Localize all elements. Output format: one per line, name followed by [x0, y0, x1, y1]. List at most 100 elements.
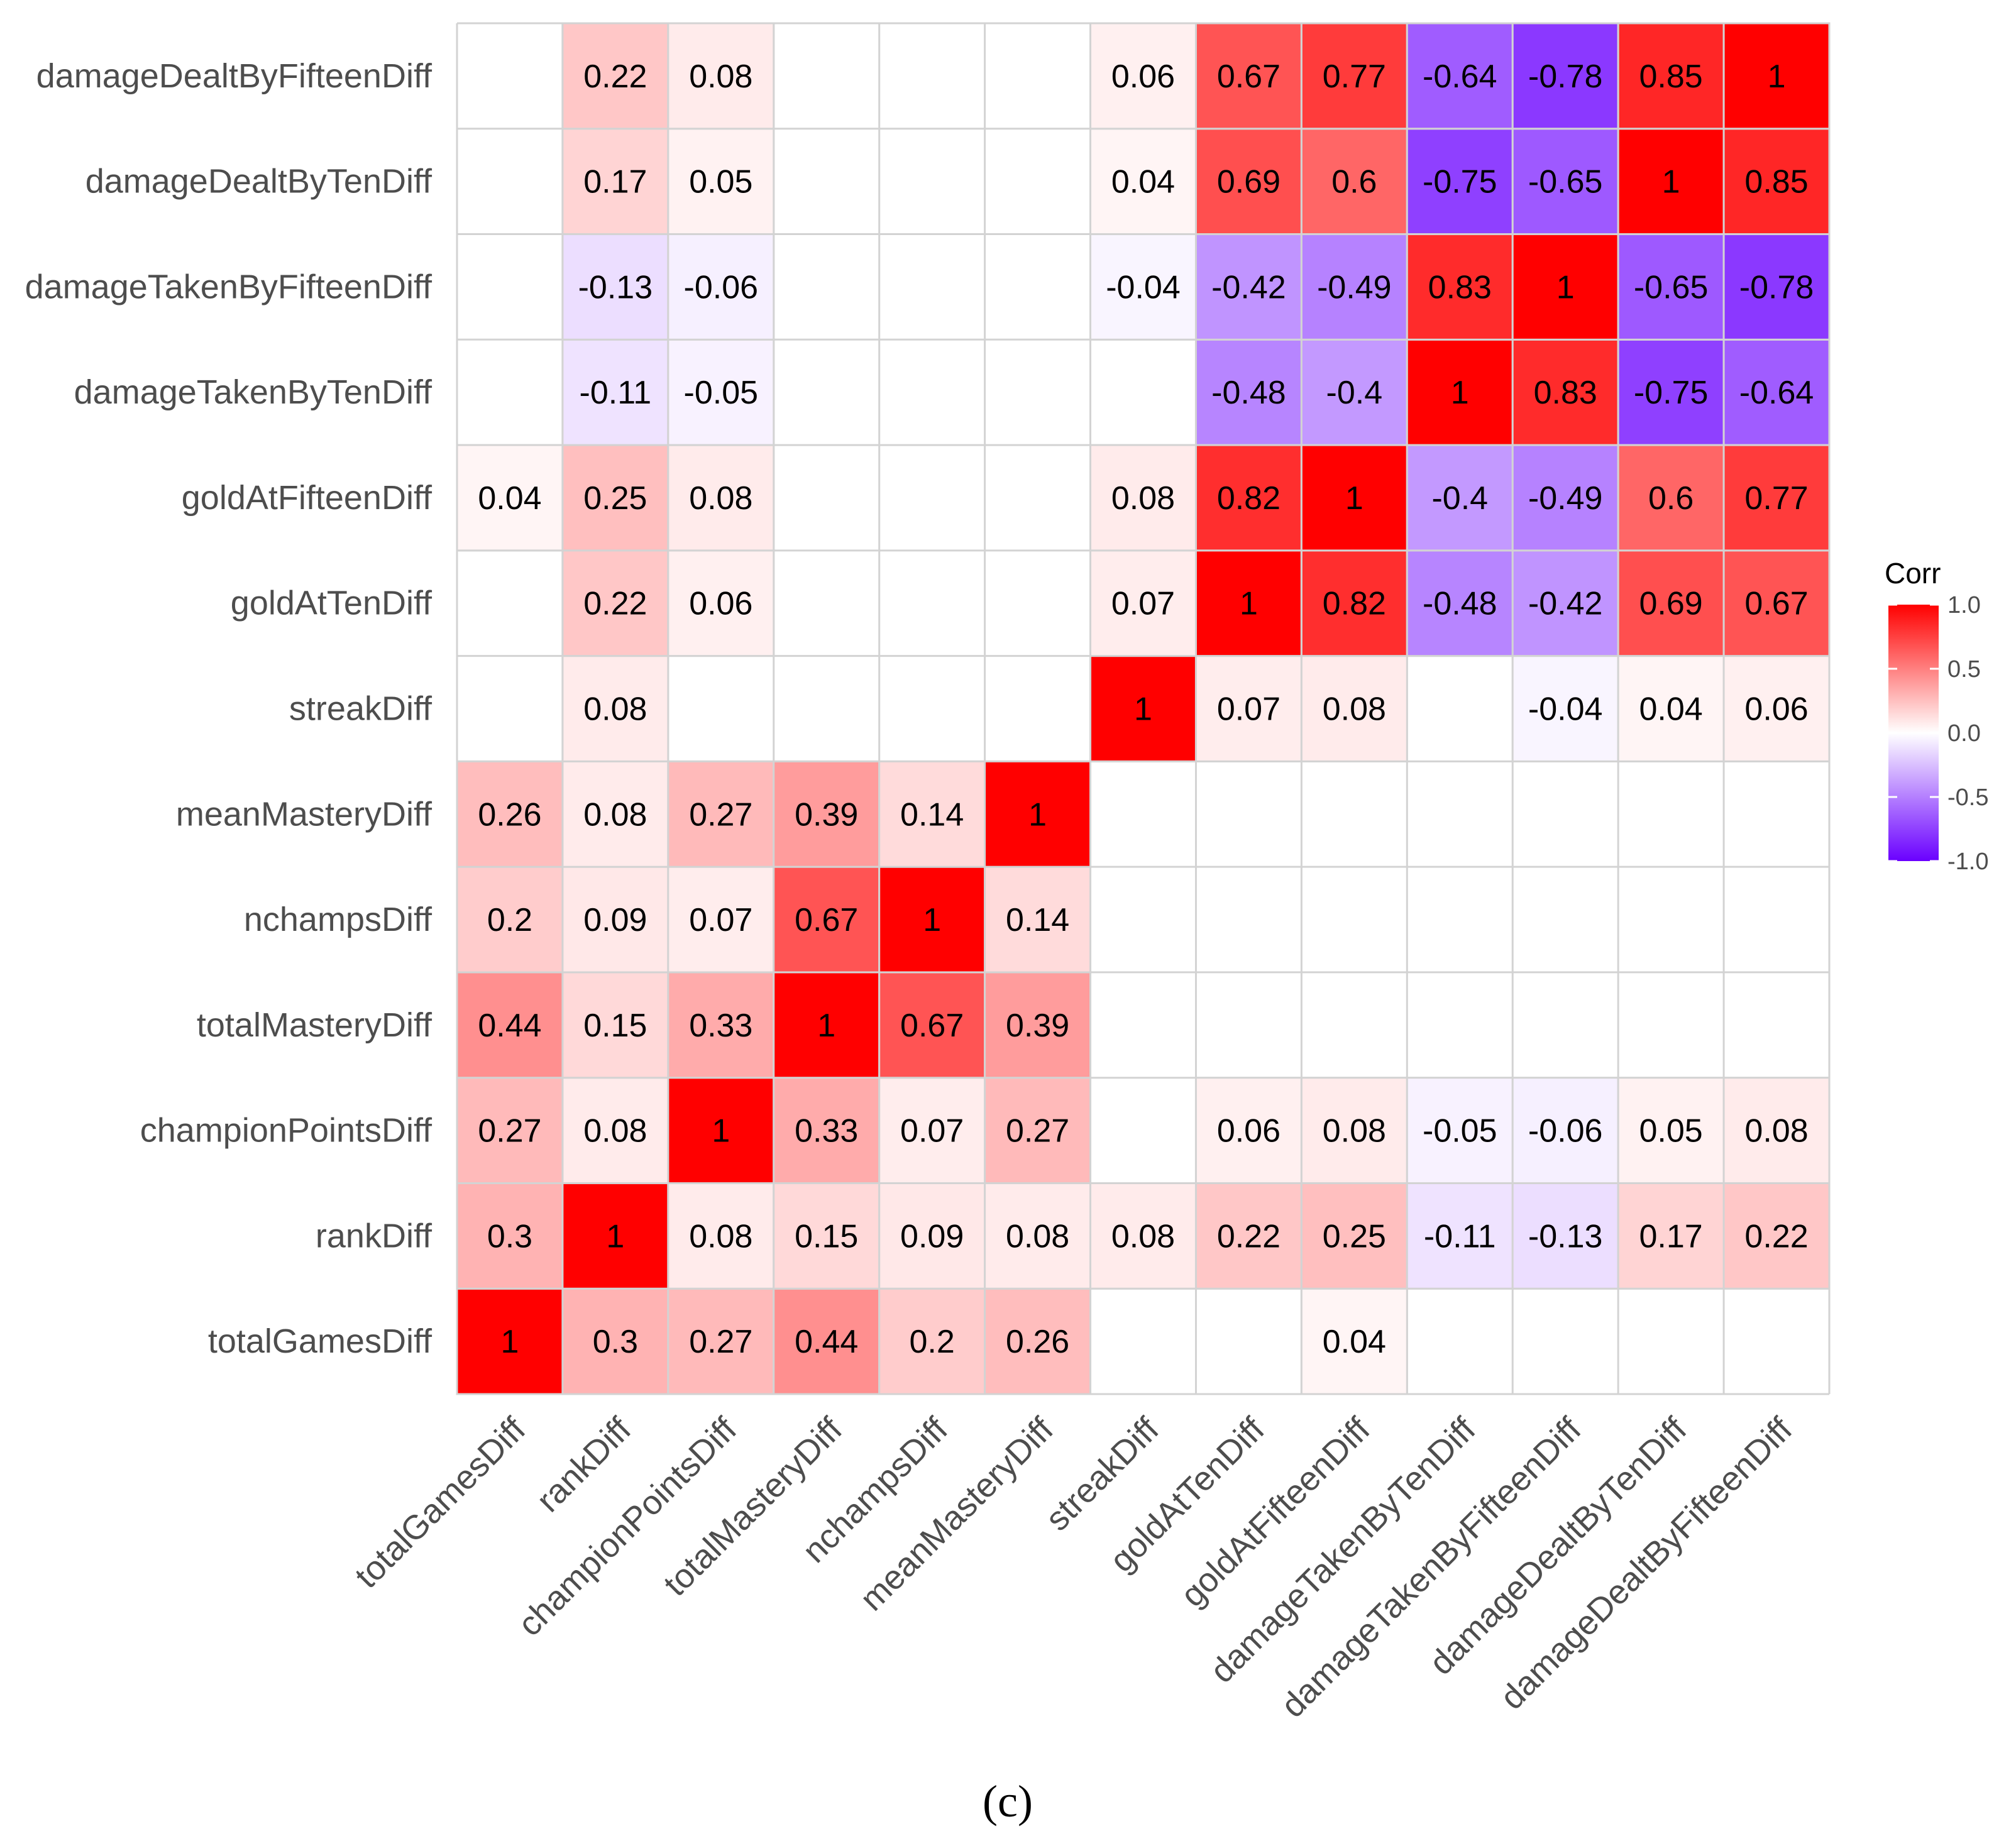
cell-label: 1	[712, 1113, 730, 1150]
cell-label: 0.67	[1744, 586, 1808, 622]
cell-label: 0.44	[478, 1008, 541, 1044]
heatmap-cell-meanMasteryDiff-rankDiff	[561, 760, 669, 868]
y-tick-label: damageTakenByFifteenDiff	[25, 268, 432, 305]
cell-label: 0.67	[900, 1008, 964, 1044]
cell-label: 0.08	[689, 58, 752, 95]
heatmap-cell-damageDealtByTenDiff-rankDiff	[561, 128, 669, 236]
cell-label: -0.05	[684, 375, 759, 411]
heatmap-cell-nchampsDiff-rankDiff	[561, 865, 669, 974]
heatmap-cell-nchampsDiff-totalMasteryDiff	[773, 865, 881, 974]
heatmap-cell-damageDealtByTenDiff-streakDiff	[1089, 128, 1197, 236]
heatmap-cell-totalGamesDiff-nchampsDiff	[878, 1287, 986, 1395]
cell-label: 0.39	[1006, 1008, 1069, 1044]
cell-label: -0.4	[1431, 480, 1488, 517]
heatmap-cell-damageDealtByTenDiff-damageTakenByTenDiff	[1406, 128, 1514, 236]
cell-label: 0.06	[689, 586, 752, 622]
cell-label: 1	[501, 1324, 519, 1360]
cell-label: 0.25	[1323, 1218, 1386, 1255]
heatmap-cell-rankDiff-rankDiff	[561, 1182, 669, 1290]
heatmap-cell-damageDealtByFifteenDiff-damageTakenByFifteenDiff	[1511, 22, 1619, 130]
cell-label: 0.39	[795, 796, 858, 833]
cell-label: 0.83	[1428, 269, 1492, 305]
heatmap-cell-totalMasteryDiff-rankDiff	[561, 971, 669, 1079]
heatmap-cell-championPointsDiff-goldAtTenDiff	[1194, 1077, 1303, 1184]
cell-label: 1	[1134, 691, 1152, 728]
heatmap-cell-rankDiff-damageDealtByFifteenDiff	[1722, 1182, 1831, 1290]
cell-label: 0.3	[593, 1324, 638, 1360]
cell-label: 0.09	[583, 902, 647, 938]
heatmap-cell-rankDiff-streakDiff	[1089, 1182, 1197, 1290]
cell-label: 0.69	[1217, 164, 1281, 201]
heatmap-cell-damageTakenByFifteenDiff-damageDealtByTenDiff	[1617, 233, 1725, 341]
cell-label: 0.27	[1006, 1113, 1069, 1150]
heatmap-cell-goldAtFifteenDiff-damageDealtByFifteenDiff	[1722, 444, 1831, 552]
heatmap-cell-goldAtTenDiff-damageTakenByTenDiff	[1406, 549, 1514, 657]
x-tick-label: totalMasteryDiff	[656, 1410, 850, 1603]
heatmap-cell-rankDiff-nchampsDiff	[878, 1182, 986, 1290]
heatmap-cell-goldAtFifteenDiff-championPointsDiff	[667, 444, 775, 552]
cell-label: -0.75	[1634, 375, 1709, 411]
cell-label: 0.04	[1639, 691, 1703, 728]
heatmap-cell-rankDiff-damageTakenByTenDiff	[1406, 1182, 1514, 1290]
heatmap-cell-damageTakenByFifteenDiff-goldAtFifteenDiff	[1300, 233, 1408, 341]
cell-label: -0.48	[1423, 586, 1497, 622]
cell-label: 0.82	[1217, 480, 1281, 517]
heatmap-cell-damageDealtByFifteenDiff-damageTakenByTenDiff	[1406, 22, 1514, 130]
cell-label: -0.11	[1424, 1218, 1496, 1255]
cell-label: -0.4	[1326, 375, 1383, 411]
cell-label: 0.33	[689, 1008, 752, 1044]
cell-label: 0.22	[1744, 1218, 1808, 1255]
cell-label: 1	[1240, 586, 1258, 622]
cell-label: 1	[1451, 375, 1469, 411]
x-tick-label: totalGamesDiff	[348, 1410, 533, 1595]
cell-label: 0.08	[1744, 1113, 1808, 1150]
cell-label: -0.64	[1739, 375, 1814, 411]
cell-label: -0.13	[1528, 1218, 1603, 1255]
heatmap-cell-damageDealtByTenDiff-damageDealtByFifteenDiff	[1722, 128, 1831, 236]
cell-label: 0.83	[1534, 375, 1597, 411]
cell-label: 0.08	[1323, 691, 1386, 728]
heatmap-cell-totalGamesDiff-meanMasteryDiff	[984, 1287, 1092, 1395]
cell-label: -0.78	[1528, 58, 1603, 95]
heatmap-cell-goldAtFifteenDiff-goldAtTenDiff	[1194, 444, 1303, 552]
cell-label: 0.27	[689, 796, 752, 833]
cell-label: -0.75	[1423, 164, 1497, 201]
heatmap-cell-streakDiff-damageDealtByFifteenDiff	[1722, 655, 1831, 762]
cell-label: 0.6	[1648, 480, 1694, 517]
cell-label: -0.04	[1106, 269, 1181, 305]
cell-label: 0.08	[583, 691, 647, 728]
heatmap-cell-damageTakenByTenDiff-damageTakenByTenDiff	[1406, 338, 1514, 446]
heatmap-cell-streakDiff-damageTakenByFifteenDiff	[1511, 655, 1619, 762]
cell-label: 0.77	[1744, 480, 1808, 517]
cell-label: 0.06	[1111, 58, 1175, 95]
heatmap-cell-damageDealtByFifteenDiff-damageDealtByFifteenDiff	[1722, 22, 1831, 130]
cell-label: 1	[606, 1218, 624, 1255]
heatmap-cell-streakDiff-rankDiff	[561, 655, 669, 762]
heatmap-cell-rankDiff-goldAtFifteenDiff	[1300, 1182, 1408, 1290]
y-tick-label: meanMasteryDiff	[176, 795, 432, 833]
cell-label: 0.22	[583, 586, 647, 622]
cell-label: 0.04	[478, 480, 541, 517]
heatmap-cell-rankDiff-championPointsDiff	[667, 1182, 775, 1290]
heatmap-cell-rankDiff-totalMasteryDiff	[773, 1182, 881, 1290]
heatmap-cell-damageDealtByFifteenDiff-rankDiff	[561, 22, 669, 130]
heatmap-cell-damageDealtByFifteenDiff-streakDiff	[1089, 22, 1197, 130]
y-tick-label: streakDiff	[289, 690, 432, 728]
legend-tick-label: 0.5	[1947, 656, 1981, 683]
x-tick-label: meanMasteryDiff	[853, 1410, 1061, 1618]
heatmap-cell-damageDealtByFifteenDiff-championPointsDiff	[667, 22, 775, 130]
heatmap-cell-damageTakenByTenDiff-damageTakenByFifteenDiff	[1511, 338, 1619, 446]
heatmap-cell-meanMasteryDiff-championPointsDiff	[667, 760, 775, 868]
legend-tick-label: -0.5	[1947, 784, 1988, 811]
cell-label: -0.65	[1634, 269, 1709, 305]
cell-label: 0.17	[583, 164, 647, 201]
legend: Corr 1.0 0.5 0.0 -0.5 -1.0	[1885, 557, 1988, 875]
heatmap-cell-championPointsDiff-damageTakenByTenDiff	[1406, 1077, 1514, 1184]
cell-label: 0.26	[478, 796, 541, 833]
legend-ticks: 1.0 0.5 0.0 -0.5 -1.0	[1888, 592, 1988, 875]
cell-label: 0.69	[1639, 586, 1703, 622]
heatmap-cell-damageDealtByTenDiff-goldAtTenDiff	[1194, 128, 1303, 236]
cell-label: 0.22	[1217, 1218, 1281, 1255]
cell-label: 0.2	[910, 1324, 955, 1360]
x-tick-label: goldAtFifteenDiff	[1174, 1410, 1378, 1614]
